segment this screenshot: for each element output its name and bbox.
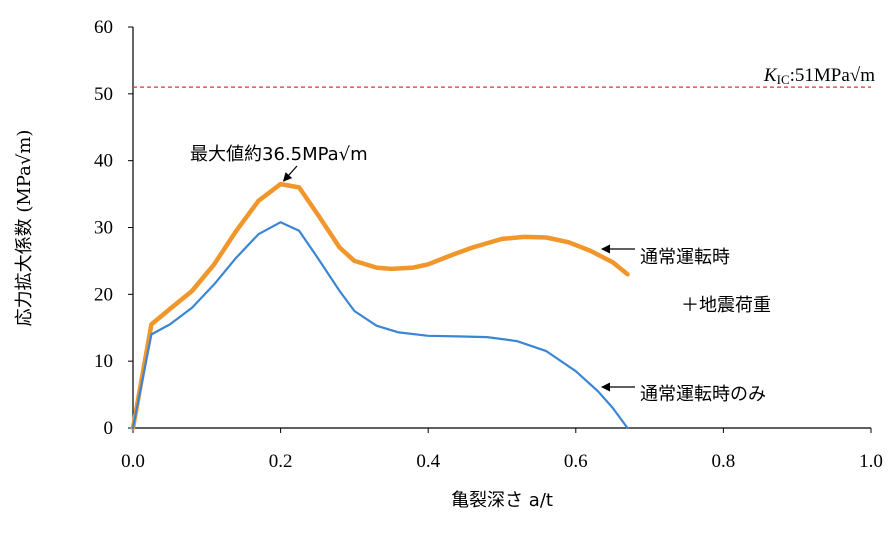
series-lines [130,181,630,431]
kic-reference-label: KIC:51MPa√m [763,65,875,87]
annotation-max-arrow [282,165,298,182]
series-line-1 [131,221,629,430]
y-ticks: 0 10 20 30 40 50 60 [94,17,133,439]
annotation-orange-series: 通常運転時 [640,247,730,268]
kic-value: :51MPa√m [790,65,876,86]
x-tick-label: 0.4 [416,451,440,472]
x-tick-label: 0.2 [269,451,293,472]
annotation-blue-series: 通常運転時のみ [640,384,766,405]
x-tick-label: 0.8 [712,451,736,472]
y-tick-label: 10 [94,351,113,372]
kic-subscript: IC [777,72,790,87]
y-tick-label: 0 [104,418,114,439]
annotation-orange-series-2: ＋地震荷重 [681,295,771,316]
y-tick-label: 60 [94,17,113,38]
x-tick-label: 0.6 [564,451,588,472]
y-tick-label: 30 [94,218,113,239]
x-tick-label: 1.0 [859,451,883,472]
annotation-max-value: 最大値約36.5MPa√m [190,144,368,165]
kic-k: K [763,65,778,86]
y-tick-label: 50 [94,84,113,105]
y-tick-label: 20 [94,284,113,305]
y-tick-label: 40 [94,151,113,172]
plot-area: 0 10 20 30 40 50 60 0.0 0.2 0.4 0.6 0.8 1.0 KIC:51M… [94,17,883,472]
series-line-0 [130,181,630,431]
x-tick-label: 0.0 [121,451,145,472]
y-axis-label: 応力拡大係数 (MPa√m) [14,130,35,327]
x-ticks: 0.0 0.2 0.4 0.6 0.8 1.0 [121,428,883,472]
x-axis-label: 亀裂深さ a/t [451,490,553,511]
